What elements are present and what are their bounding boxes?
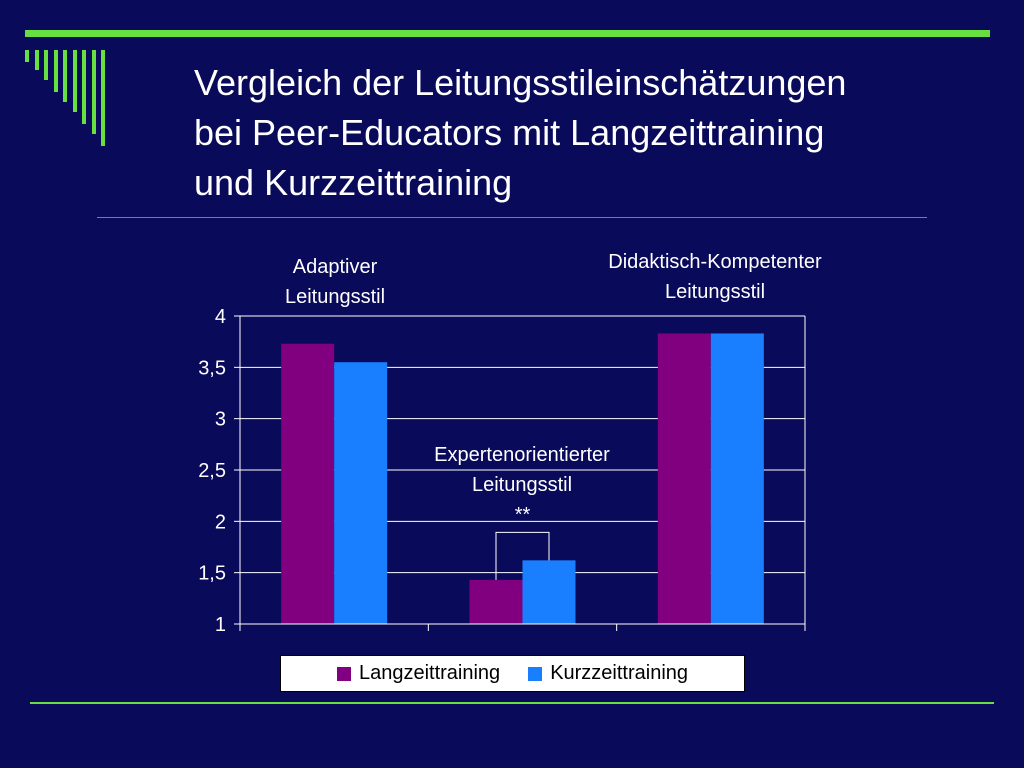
- bar-langzeittraining-2: [469, 579, 523, 624]
- category-label-expertenorientierter: Expertenorientierter Leitungsstil: [397, 440, 647, 500]
- y-tick-label: 1,5: [198, 563, 226, 585]
- legend-item-kurzzeittraining: Kurzzeittraining: [528, 662, 688, 685]
- title-line-1: Vergleich der Leitungsstileinschätzungen: [194, 62, 847, 103]
- y-tick-label: 3,5: [198, 357, 226, 379]
- bar-kurzzeittraining-2: [522, 560, 576, 624]
- significance-bracket: [495, 531, 550, 580]
- decorative-stripe: [101, 50, 105, 146]
- decorative-stripe: [91, 50, 96, 134]
- y-tick-label: 2: [215, 511, 226, 533]
- decorative-stripes: [25, 50, 115, 150]
- category-label-didaktisch: Didaktisch-Kompetenter Leitungsstil: [570, 247, 860, 307]
- legend-item-langzeittraining: Langzeittraining: [336, 662, 501, 685]
- y-tick-label: 3: [215, 409, 226, 431]
- category-label-didaktisch-line-2: Leitungsstil: [664, 281, 766, 303]
- decorative-stripe: [25, 50, 29, 62]
- title-line-2: bei Peer-Educators mit Langzeittraining: [194, 112, 825, 153]
- category-label-expertenorientierter-line-2: Leitungsstil: [471, 474, 573, 496]
- legend-swatch-kurzzeittraining: [528, 666, 543, 681]
- y-tick-label: 4: [215, 306, 226, 328]
- title-divider: [97, 217, 927, 218]
- slide-title: Vergleich der Leitungsstileinschätzungen…: [194, 58, 994, 208]
- bar-langzeittraining-1: [281, 343, 335, 624]
- category-label-adaptiver-line-1: Adaptiver: [292, 256, 378, 278]
- y-tick-label: 2,5: [198, 460, 226, 482]
- bar-kurzzeittraining-3: [710, 333, 764, 624]
- legend-label-kurzzeittraining: Kurzzeittraining: [550, 662, 689, 684]
- decorative-stripe: [72, 50, 77, 112]
- bar-langzeittraining-3: [657, 333, 711, 624]
- bottom-accent-rule: [30, 702, 994, 704]
- chart-legend: Langzeittraining Kurzzeittraining: [280, 655, 745, 692]
- decorative-stripe: [34, 50, 39, 70]
- legend-swatch-langzeittraining: [336, 666, 351, 681]
- top-accent-rule: [25, 30, 990, 37]
- category-label-adaptiver-line-2: Leitungsstil: [284, 286, 386, 308]
- category-label-adaptiver: Adaptiver Leitungsstil: [235, 252, 435, 312]
- decorative-stripe: [63, 50, 67, 102]
- bar-chart: 1 1,5 2 2,5 3 3,5 4: [198, 306, 806, 636]
- legend-label-langzeittraining: Langzeittraining: [358, 662, 501, 684]
- significance-marker: **: [514, 504, 531, 527]
- category-label-expertenorientierter-line-1: Expertenorientierter: [434, 444, 610, 466]
- decorative-stripe: [82, 50, 86, 124]
- category-label-didaktisch-line-1: Didaktisch-Kompetenter: [608, 251, 822, 273]
- y-tick-label: 1: [215, 614, 226, 636]
- title-line-3: und Kurzzeittraining: [194, 162, 513, 203]
- bar-kurzzeittraining-1: [334, 362, 388, 624]
- decorative-stripe: [44, 50, 48, 80]
- decorative-stripe: [53, 50, 58, 92]
